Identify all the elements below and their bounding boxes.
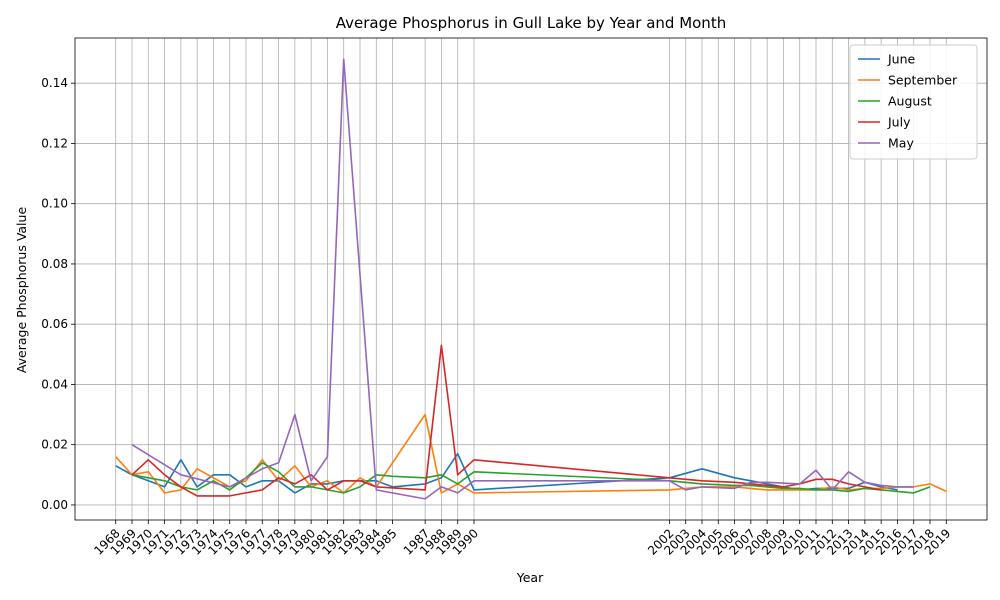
series-line-august — [131, 461, 931, 494]
series-line-may — [131, 58, 914, 500]
legend-label: July — [887, 115, 911, 130]
y-tick-label: 0.14 — [41, 76, 68, 90]
y-tick-label: 0.02 — [41, 438, 68, 452]
chart-title: Average Phosphorus in Gull Lake by Year … — [336, 14, 726, 32]
series-lines — [115, 58, 947, 500]
legend: June September August July May — [849, 44, 978, 160]
x-axis-label: Year — [516, 570, 544, 585]
y-tick-label: 0.08 — [41, 257, 68, 271]
y-axis-label: Average Phosphorus Value — [14, 207, 29, 374]
legend-label: August — [888, 94, 932, 109]
legend-label: May — [888, 136, 914, 151]
y-axis-ticks: 0.00 0.02 0.04 0.06 0.08 0.10 0.12 0.14 — [41, 76, 75, 512]
y-tick-label: 0.06 — [41, 317, 68, 331]
y-tick-label: 0.00 — [41, 498, 68, 512]
legend-label: June — [887, 52, 916, 67]
legend-box — [849, 44, 978, 160]
series-line-september — [115, 413, 947, 494]
plot-area-frame — [74, 37, 988, 521]
y-tick-label: 0.04 — [41, 377, 68, 391]
grid — [75, 38, 987, 520]
y-tick-label: 0.10 — [41, 197, 68, 211]
y-tick-label: 0.12 — [41, 136, 68, 150]
legend-label: September — [888, 73, 958, 88]
